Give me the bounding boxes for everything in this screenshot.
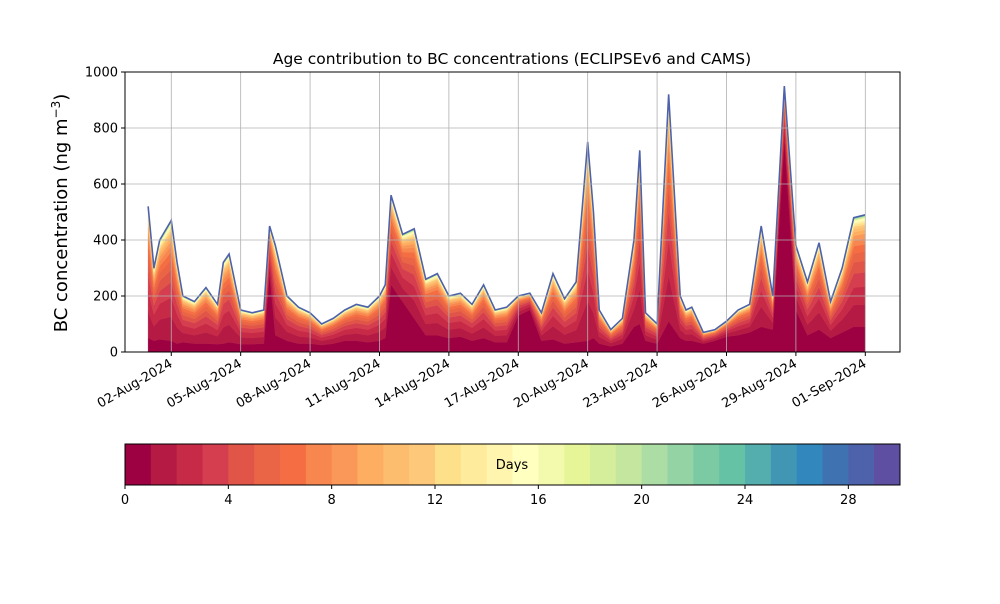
colorbar: 0 4 8 12 16 20 24 28 [121, 443, 901, 508]
colorbar-bin-0 [125, 444, 152, 485]
colorbar-tick-label: 28 [840, 493, 857, 508]
colorbar-tick-label: 0 [121, 493, 129, 508]
x-tick-label: 08-Aug-2024 [234, 356, 314, 411]
y-tick-label: 800 [93, 122, 118, 137]
y-tick-label: 400 [93, 234, 118, 249]
colorbar-bin-16 [538, 444, 565, 485]
colorbar-bin-10 [383, 444, 410, 485]
colorbar-bin-20 [641, 444, 668, 485]
colorbar-tick-label: 4 [224, 493, 232, 508]
colorbar-bin-3 [202, 444, 229, 485]
colorbar-tick-label: 8 [328, 493, 336, 508]
x-tick-label: 17-Aug-2024 [442, 356, 522, 411]
colorbar-tick-label: 16 [530, 493, 547, 508]
x-tick-label: 23-Aug-2024 [581, 356, 661, 411]
x-tick-label: 29-Aug-2024 [720, 356, 800, 411]
colorbar-bin-14 [486, 444, 513, 485]
x-tick-label: 20-Aug-2024 [511, 356, 591, 411]
chart-title: Age contribution to BC concentrations (E… [273, 50, 751, 68]
y-axis-label-close: ) [51, 94, 72, 101]
colorbar-bin-5 [254, 444, 281, 485]
colorbar-bin-23 [719, 444, 746, 485]
x-tick-label: 26-Aug-2024 [650, 356, 730, 411]
colorbar-bin-27 [822, 444, 849, 485]
colorbar-bin-28 [848, 444, 875, 485]
x-tick-label: 01-Sep-2024 [789, 356, 869, 411]
y-axis-label-text: BC concentration (ng m [51, 118, 72, 332]
colorbar-bin-22 [693, 444, 720, 485]
y-axis-label: BC concentration (ng m−3) [49, 94, 72, 333]
plot-area: 0200400600800100002-Aug-202405-Aug-20240… [85, 66, 901, 412]
colorbar-bin-9 [357, 444, 384, 485]
x-tick-label: 14-Aug-2024 [373, 356, 453, 411]
x-tick-label: 11-Aug-2024 [303, 356, 383, 411]
colorbar-bin-6 [280, 444, 307, 485]
colorbar-bin-25 [770, 444, 798, 485]
y-axis-label-exponent: −3 [49, 101, 63, 119]
colorbar-bin-8 [331, 444, 358, 485]
y-tick-label: 1000 [85, 66, 118, 81]
colorbar-bin-18 [590, 444, 617, 485]
colorbar-tick-label: 24 [737, 493, 754, 508]
colorbar-bin-4 [228, 444, 255, 485]
colorbar-bin-17 [564, 444, 591, 485]
colorbar-bin-13 [460, 444, 488, 485]
colorbar-bin-21 [667, 444, 694, 485]
y-tick-label: 600 [93, 178, 118, 193]
colorbar-bin-2 [176, 444, 203, 485]
x-tick-label: 05-Aug-2024 [164, 356, 244, 411]
colorbar-bin-7 [305, 444, 333, 485]
colorbar-bin-29 [874, 444, 901, 485]
y-tick-label: 200 [93, 290, 118, 305]
stacked-area-layers [147, 85, 866, 352]
colorbar-bin-12 [435, 444, 462, 485]
colorbar-bin-24 [745, 444, 772, 485]
colorbar-bin-26 [796, 444, 823, 485]
colorbar-bin-1 [150, 444, 178, 485]
total-concentration-line [147, 85, 866, 334]
colorbar-label: Days [496, 458, 529, 473]
colorbar-bin-15 [512, 444, 539, 485]
colorbar-tick-label: 20 [633, 493, 650, 508]
colorbar-frame [124, 443, 901, 486]
colorbar-bin-11 [409, 444, 436, 485]
colorbar-tick-label: 12 [427, 493, 444, 508]
x-tick-label: 02-Aug-2024 [95, 356, 175, 411]
y-tick-label: 0 [110, 346, 118, 361]
colorbar-bin-19 [615, 444, 643, 485]
plot-frame [124, 71, 901, 353]
